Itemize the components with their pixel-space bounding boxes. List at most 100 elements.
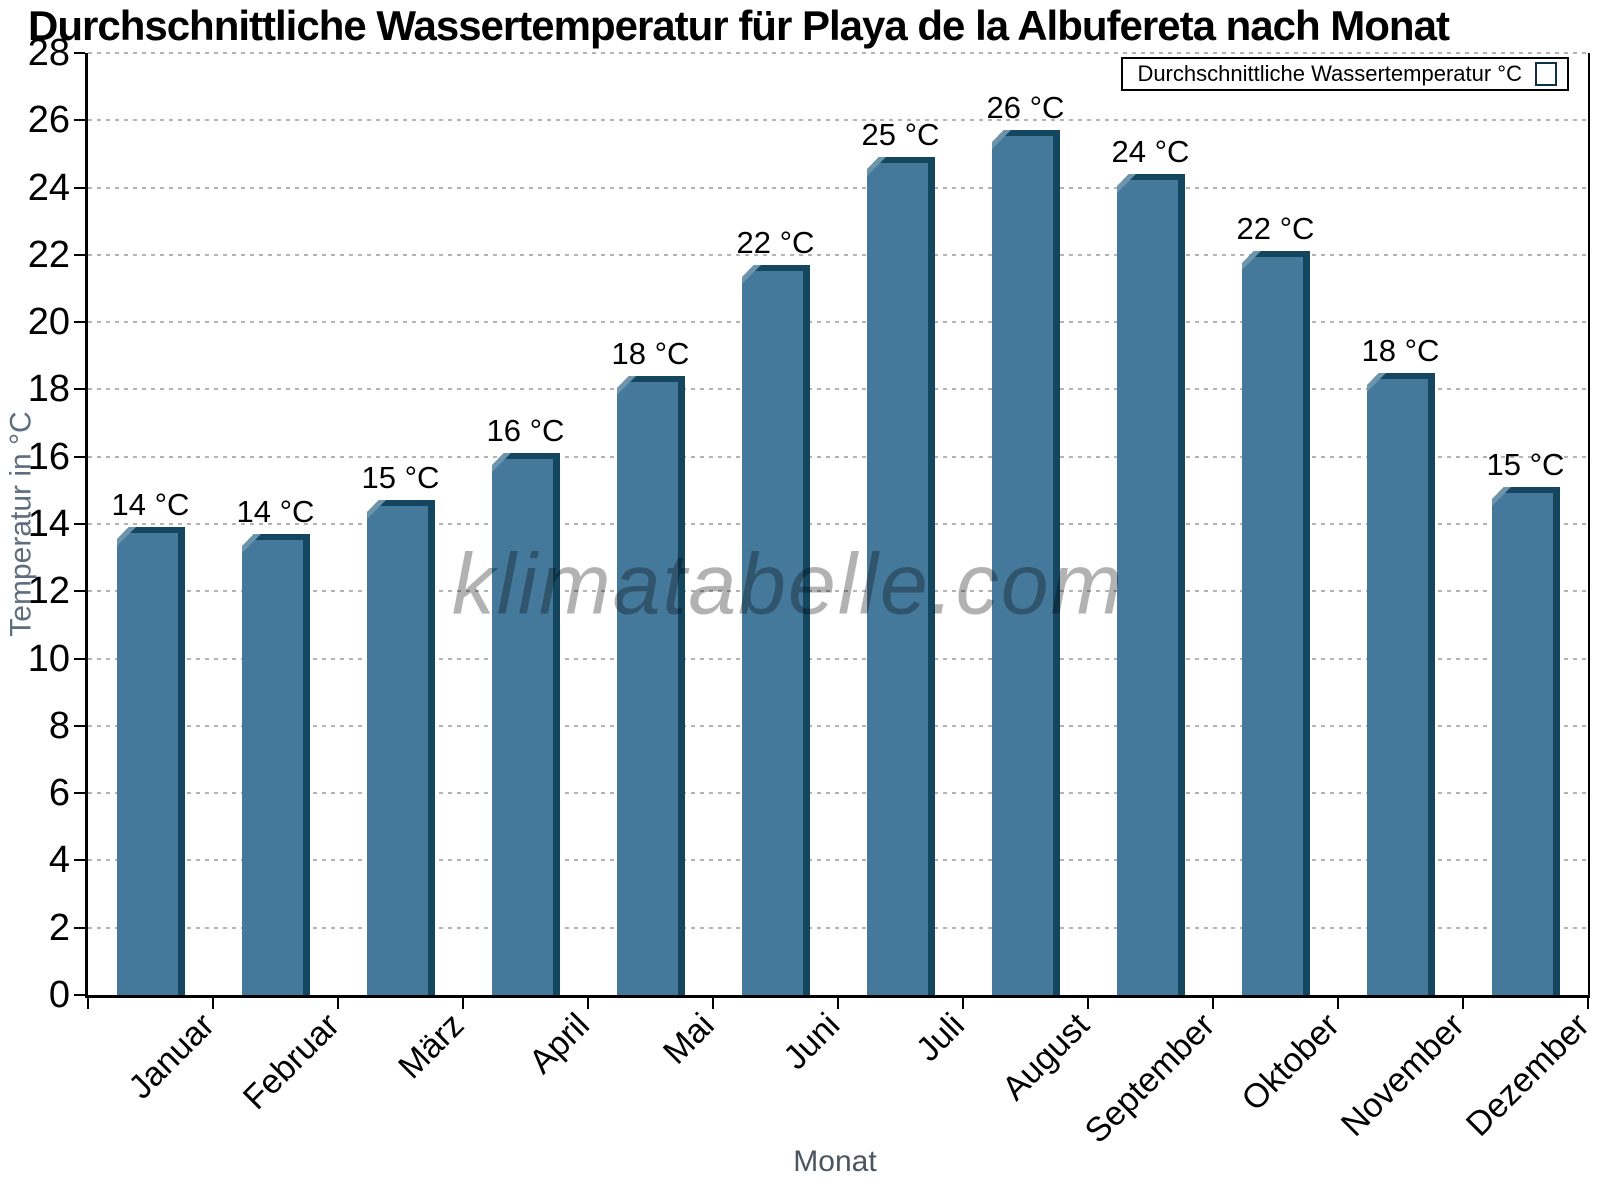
x-tick-label-april: April [521, 1006, 597, 1081]
y-tick [74, 926, 85, 929]
bar-top-edge [867, 157, 935, 163]
y-tick-label: 6 [48, 772, 70, 815]
bar-top-edge [992, 130, 1060, 136]
x-tick-label-november: November [1334, 1006, 1472, 1144]
bar-november [1367, 373, 1435, 995]
bar-value-label: 25 °C [861, 117, 940, 152]
y-tick [74, 52, 85, 54]
gridline-6 [88, 792, 1588, 795]
bar-right-edge [928, 157, 935, 995]
bar-top-edge [242, 534, 310, 540]
gridline-4 [88, 859, 1588, 862]
x-axis-label: Monat [793, 1145, 877, 1178]
bar-top-edge [1117, 174, 1185, 180]
y-tick [74, 590, 85, 593]
y-tick [74, 455, 85, 458]
gridline-26 [88, 119, 1588, 122]
x-tick [1462, 998, 1464, 1009]
y-tick [74, 321, 85, 324]
bar-right-edge [1303, 251, 1310, 995]
y-tick-label: 0 [48, 974, 70, 1016]
bar-right-edge [1553, 487, 1560, 995]
gridline-14 [88, 523, 1588, 525]
bar-januar [117, 527, 185, 995]
y-tick-label: 22 [27, 233, 70, 276]
y-tick-label: 18 [27, 368, 70, 411]
bar-oktober [1242, 251, 1310, 995]
y-tick [74, 994, 85, 996]
gridline-2 [88, 926, 1588, 929]
bar-value-label: 22 °C [736, 225, 815, 260]
legend: Durchschnittliche Wassertemperatur °C [1121, 57, 1569, 91]
bar-mai [617, 376, 685, 995]
y-tick [74, 792, 85, 795]
bar-top-edge [1367, 373, 1435, 379]
y-tick [74, 724, 85, 727]
bar-right-edge [178, 527, 185, 995]
bar-value-label: 16 °C [486, 413, 565, 448]
y-tick [74, 119, 85, 122]
y-tick [74, 523, 85, 525]
x-tick-label-maerz: März [391, 1006, 472, 1087]
x-tick [1337, 998, 1339, 1009]
x-tick-label-juli: Juli [908, 1006, 972, 1069]
bar-right-edge [1053, 130, 1060, 995]
bar-maerz [367, 500, 435, 995]
bar-top-edge [1242, 251, 1310, 257]
bar-right-edge [678, 376, 685, 995]
bar-value-label: 15 °C [361, 460, 440, 495]
y-tick-label: 8 [48, 704, 70, 747]
gridline-24 [88, 186, 1588, 189]
y-tick-label: 12 [27, 570, 70, 613]
bar-top-edge [367, 500, 435, 506]
bar-value-label: 24 °C [1111, 134, 1190, 169]
y-tick-label: 20 [27, 301, 70, 344]
x-tick-label-august: August [995, 1006, 1097, 1108]
x-tick-label-oktober: Oktober [1234, 1006, 1347, 1119]
bar-value-label: 18 °C [611, 336, 690, 371]
x-tick [462, 998, 464, 1009]
y-tick-label: 2 [48, 906, 70, 949]
bar-august [992, 130, 1060, 995]
bar-value-label: 15 °C [1486, 447, 1565, 482]
x-tick-label-dezember: Dezember [1459, 1006, 1597, 1144]
y-tick [74, 657, 85, 660]
bar-februar [242, 534, 310, 995]
x-tick [87, 998, 89, 1009]
bar-top-edge [117, 527, 185, 533]
bar-september [1117, 174, 1185, 995]
y-tick-label: 4 [48, 839, 70, 882]
x-tick [1212, 998, 1214, 1009]
y-tick-label: 16 [27, 435, 70, 478]
legend-swatch-icon [1535, 62, 1557, 86]
bar-juni [742, 265, 810, 995]
gridline-16 [88, 455, 1588, 458]
y-tick [74, 186, 85, 189]
bar-value-label: 26 °C [986, 90, 1065, 125]
chart-title: Durchschnittliche Wassertemperatur für P… [28, 2, 1450, 49]
x-tick [587, 998, 589, 1009]
bar-value-label: 18 °C [1361, 333, 1440, 368]
y-tick-label: 26 [27, 99, 70, 142]
x-tick [1087, 998, 1089, 1009]
watermark: klimatabelle.com [451, 536, 1125, 633]
bar-right-edge [1428, 373, 1435, 995]
bar-top-edge [1492, 487, 1560, 493]
plot-area: klimatabelle.com 14 °C 14 °C 15 °C 16 °C 18 … [74, 52, 1590, 1009]
bar-juli [867, 157, 935, 995]
bar-value-label: 14 °C [236, 494, 315, 529]
y-tick [74, 388, 85, 391]
y-tick [74, 859, 85, 862]
x-tick [962, 998, 964, 1009]
bar-top-edge [492, 453, 560, 459]
gridline-22 [88, 253, 1588, 256]
y-tick-label: 14 [27, 503, 70, 545]
bar-right-edge [428, 500, 435, 995]
gridline-8 [88, 724, 1588, 727]
x-tick [837, 998, 839, 1009]
x-tick-label-juni: Juni [775, 1006, 847, 1077]
x-tick-label-februar: Februar [235, 1006, 347, 1118]
bar-right-edge [1178, 174, 1185, 995]
x-tick [712, 998, 714, 1009]
